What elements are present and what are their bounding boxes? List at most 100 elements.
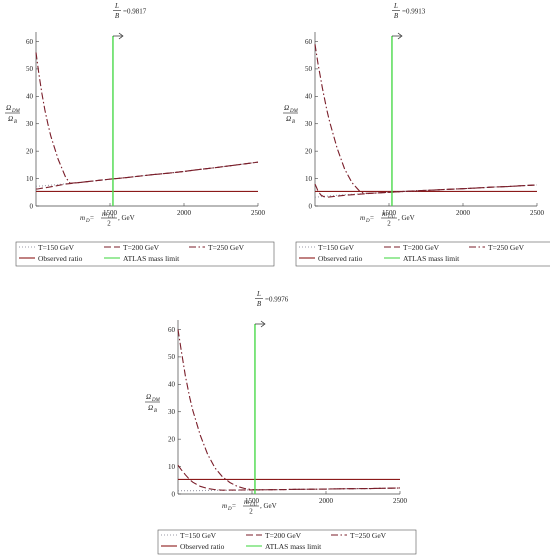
ylabel-den: Ω — [8, 115, 13, 123]
xlabel-left: m — [360, 214, 365, 222]
legend-label: T=200 GeV — [123, 243, 160, 252]
title-frac-den: B — [257, 300, 262, 308]
xlabel-frac-num: m — [244, 498, 249, 506]
y-tick-label: 10 — [305, 175, 313, 183]
xlabel-frac-num: m — [102, 210, 107, 218]
x-tick-label: 2000 — [456, 209, 471, 217]
legend-label: T=150 GeV — [318, 243, 355, 252]
title-value: =0.9976 — [265, 296, 289, 304]
title-frac-num: L — [114, 2, 119, 10]
ylabel-num: Ω — [146, 393, 151, 401]
atlas-limit-arrow-head — [397, 32, 403, 40]
xlabel-frac-den: 2 — [107, 220, 111, 228]
xlabel-unit: , GeV — [118, 214, 135, 222]
title-frac-num: L — [256, 290, 261, 298]
xlabel-left: m — [80, 214, 85, 222]
y-tick-label: 0 — [172, 490, 176, 498]
x-tick-label: 1500 — [103, 209, 118, 217]
chart-title: LB=0.9976 — [255, 290, 289, 308]
title-frac-den: B — [115, 12, 120, 20]
xlabel-frac-num-sub: UU — [388, 215, 396, 220]
x-tick-label: 2500 — [393, 497, 408, 505]
legend: T=150 GeV T=200 GeV T=250 GeV Observed rati… — [157, 529, 417, 555]
xlabel-left-sub: D — [85, 219, 90, 224]
ylabel-num: Ω — [284, 104, 289, 112]
atlas-mass-limit-marker — [254, 320, 266, 494]
y-tick-label: 30 — [168, 408, 176, 416]
x-tick-label: 1500 — [245, 497, 260, 505]
y-tick-label: 20 — [26, 147, 34, 155]
legend: T=150 GeV T=200 GeV T=250 GeV Observed rati… — [295, 241, 550, 267]
x-tick-label: 1500 — [382, 209, 397, 217]
series-line-t-200-gev — [36, 161, 259, 190]
atlas-limit-arrow-head — [118, 32, 124, 40]
legend: T=150 GeV T=200 GeV T=250 GeV Observed rati… — [15, 241, 275, 267]
y-tick-label: 10 — [26, 175, 34, 183]
ylabel-den: Ω — [148, 404, 153, 412]
legend-label: T=150 GeV — [180, 531, 217, 540]
x-tick-label: 2500 — [251, 209, 266, 217]
legend-box — [15, 241, 275, 267]
y-tick-label: 60 — [26, 38, 34, 46]
chart-title: LB=0.9913 — [392, 2, 426, 20]
y-tick-label: 40 — [26, 93, 34, 101]
ylabel-num-sub: DM — [11, 109, 21, 114]
legend-label: T=200 GeV — [403, 243, 440, 252]
xlabel-left-sub: D — [365, 219, 370, 224]
xlabel-left-sub: D — [227, 507, 232, 512]
title-frac-den: B — [394, 12, 399, 20]
title-value: =0.9913 — [402, 8, 426, 16]
xlabel-frac-num: m — [382, 210, 387, 218]
xlabel-frac-num-sub: UU — [108, 215, 116, 220]
x-tick-label: 2500 — [530, 209, 545, 217]
xlabel-frac-den: 2 — [387, 220, 391, 228]
series-line-t-250-gev — [35, 52, 259, 184]
series-line-t-250-gev — [177, 329, 401, 491]
y-tick-label: 20 — [305, 147, 313, 155]
atlas-mass-limit-marker — [112, 32, 124, 206]
ylabel-num-sub: DM — [289, 109, 299, 114]
xlabel-unit: , GeV — [398, 214, 415, 222]
xlabel-frac-den: 2 — [249, 508, 253, 516]
chart-title: LB=0.9817 — [113, 2, 147, 20]
y-axis-label: Ω DMΩ B — [5, 104, 21, 125]
ylabel-den-sub: B — [154, 409, 157, 414]
legend-label: Observed ratio — [318, 254, 363, 263]
y-tick-label: 40 — [168, 381, 176, 389]
ylabel-den: Ω — [286, 115, 291, 123]
y-tick-label: 40 — [305, 93, 313, 101]
y-tick-label: 50 — [26, 65, 34, 73]
ylabel-den-sub: B — [292, 120, 295, 125]
y-axis-label: Ω DMΩ B — [145, 393, 161, 414]
xlabel-eq: = — [232, 502, 236, 510]
xlabel-eq: = — [370, 214, 374, 222]
x-tick-label: 2000 — [319, 497, 334, 505]
x-tick-label: 2000 — [177, 209, 192, 217]
legend-label: T=150 GeV — [38, 243, 75, 252]
title-frac-num: L — [393, 2, 398, 10]
atlas-mass-limit-marker — [391, 32, 403, 206]
y-tick-label: 30 — [26, 120, 34, 128]
legend-box — [157, 529, 417, 555]
legend-label: ATLAS mass limit — [123, 254, 180, 263]
ylabel-num-sub: DM — [151, 398, 161, 403]
ylabel-den-sub: B — [14, 120, 17, 125]
legend-label: T=250 GeV — [488, 243, 525, 252]
y-tick-label: 10 — [168, 463, 176, 471]
legend-label: T=200 GeV — [265, 531, 302, 540]
y-axis-label: Ω DMΩ B — [283, 104, 299, 125]
legend-label: Observed ratio — [180, 542, 225, 551]
y-tick-label: 50 — [305, 65, 313, 73]
ylabel-num: Ω — [6, 104, 11, 112]
legend-label: T=250 GeV — [208, 243, 245, 252]
xlabel-frac-num-sub: UU — [250, 503, 258, 508]
legend-box — [295, 241, 550, 267]
y-tick-label: 0 — [30, 202, 34, 210]
series-line-t-200-gev — [177, 464, 401, 491]
legend-label: Observed ratio — [38, 254, 83, 263]
